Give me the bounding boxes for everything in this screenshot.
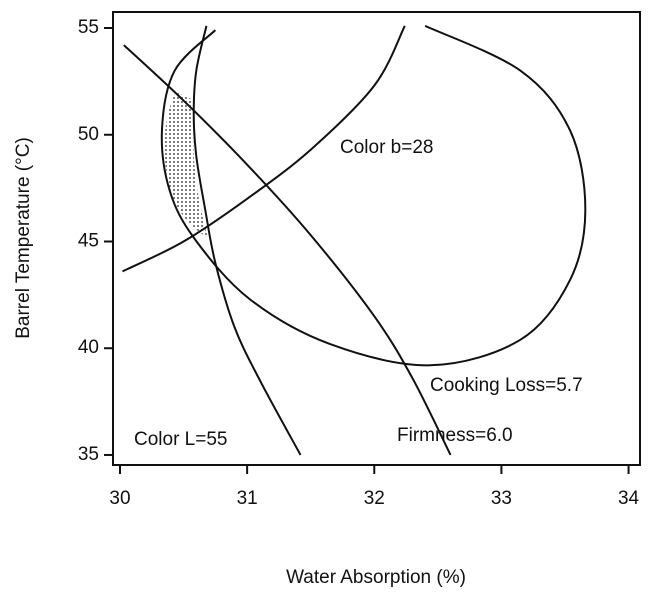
contour-line — [192, 25, 302, 456]
x-tick-label: 31 — [237, 488, 258, 509]
contour-label: Firmness=6.0 — [397, 425, 513, 446]
y-tick-label: 50 — [78, 124, 99, 145]
x-tick-label: 33 — [491, 488, 512, 509]
contour-label: Color L=55 — [134, 429, 227, 450]
contour-label: Color b=28 — [340, 137, 433, 158]
x-tick-label: 30 — [109, 488, 130, 509]
plot-frame — [112, 11, 641, 466]
x-axis-title: Water Absorption (%) — [286, 567, 466, 588]
contour-line — [122, 25, 406, 273]
contour-label: Cooking Loss=5.7 — [430, 375, 583, 396]
y-tick-label: 35 — [78, 444, 99, 465]
y-tick-label: 45 — [78, 231, 99, 252]
x-tick-label: 34 — [618, 488, 640, 509]
contour-line — [123, 44, 452, 456]
y-tick-label: 55 — [78, 17, 99, 38]
x-tick-label: 32 — [364, 488, 385, 509]
feasible-region — [164, 92, 208, 238]
y-tick-label: 40 — [78, 337, 99, 358]
y-axis-title: Barrel Temperature (°C) — [13, 137, 34, 339]
contour-line — [160, 24, 587, 367]
